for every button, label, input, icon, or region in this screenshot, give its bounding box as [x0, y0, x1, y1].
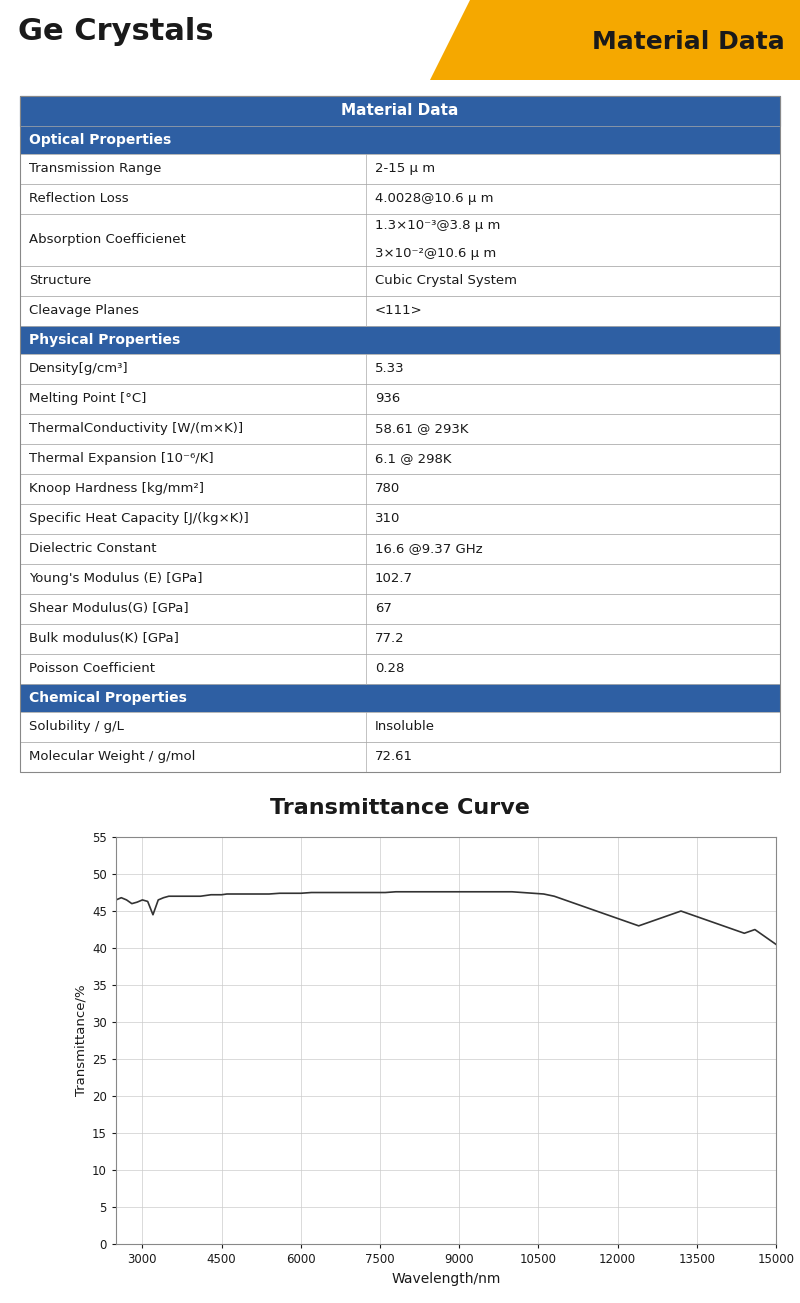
Text: 77.2: 77.2: [375, 632, 405, 645]
Bar: [20, 711, 780, 741]
Text: Poisson Coefficient: Poisson Coefficient: [29, 662, 155, 675]
Bar: [20, 384, 780, 414]
Text: Bulk modulus(K) [GPa]: Bulk modulus(K) [GPa]: [29, 632, 179, 645]
Bar: [20, 414, 780, 444]
Text: 5.33: 5.33: [375, 362, 405, 375]
Text: Optical Properties: Optical Properties: [29, 133, 171, 147]
Text: Knoop Hardness [kg/mm²]: Knoop Hardness [kg/mm²]: [29, 482, 204, 495]
Text: Density[g/cm³]: Density[g/cm³]: [29, 362, 129, 375]
Text: Ge Crystals: Ge Crystals: [18, 17, 214, 47]
Text: 936: 936: [375, 392, 400, 405]
Bar: [20, 184, 780, 214]
Text: Cubic Crystal System: Cubic Crystal System: [375, 275, 517, 288]
Text: Chemical Properties: Chemical Properties: [29, 691, 187, 705]
Bar: [20, 326, 780, 354]
Bar: [20, 126, 780, 154]
Text: Transmittance Curve: Transmittance Curve: [270, 797, 530, 818]
Text: 16.6 @9.37 GHz: 16.6 @9.37 GHz: [375, 542, 482, 555]
Text: Shear Modulus(G) [GPa]: Shear Modulus(G) [GPa]: [29, 602, 189, 615]
Text: 2-15 μ m: 2-15 μ m: [375, 163, 435, 176]
Text: Transmission Range: Transmission Range: [29, 163, 162, 176]
Text: 3×10⁻²@10.6 μ m: 3×10⁻²@10.6 μ m: [375, 248, 496, 261]
Y-axis label: Transmittance/%: Transmittance/%: [75, 985, 88, 1097]
Text: Structure: Structure: [29, 275, 91, 288]
Bar: [20, 266, 780, 296]
Text: <111>: <111>: [375, 305, 422, 318]
Bar: [20, 684, 780, 711]
Bar: [20, 474, 780, 504]
Text: Reflection Loss: Reflection Loss: [29, 193, 129, 206]
Bar: [20, 594, 780, 624]
Text: 58.61 @ 293K: 58.61 @ 293K: [375, 422, 469, 435]
Text: Absorption Coefficienet: Absorption Coefficienet: [29, 233, 186, 246]
Text: 67: 67: [375, 602, 392, 615]
Text: Molecular Weight / g/mol: Molecular Weight / g/mol: [29, 751, 195, 764]
X-axis label: Wavelength/nm: Wavelength/nm: [391, 1272, 501, 1286]
Bar: [20, 214, 780, 266]
Text: 310: 310: [375, 512, 400, 525]
Text: 4.0028@10.6 μ m: 4.0028@10.6 μ m: [375, 193, 494, 206]
Bar: [20, 534, 780, 564]
Bar: [20, 96, 780, 126]
Bar: [20, 504, 780, 534]
Bar: [20, 654, 780, 684]
Text: 72.61: 72.61: [375, 751, 413, 764]
Bar: [20, 354, 780, 384]
Bar: [20, 564, 780, 594]
Bar: [20, 624, 780, 654]
Text: 0.28: 0.28: [375, 662, 404, 675]
Polygon shape: [430, 0, 800, 79]
Text: Young's Modulus (E) [GPa]: Young's Modulus (E) [GPa]: [29, 572, 202, 585]
Text: 780: 780: [375, 482, 400, 495]
Text: Insoluble: Insoluble: [375, 721, 435, 734]
Bar: [20, 154, 780, 184]
Text: Solubility / g/L: Solubility / g/L: [29, 721, 124, 734]
Text: Dielectric Constant: Dielectric Constant: [29, 542, 157, 555]
Text: ThermalConductivity [W/(m×K)]: ThermalConductivity [W/(m×K)]: [29, 422, 243, 435]
Bar: [20, 444, 780, 474]
Text: 6.1 @ 298K: 6.1 @ 298K: [375, 452, 451, 465]
Text: Cleavage Planes: Cleavage Planes: [29, 305, 139, 318]
Text: Material Data: Material Data: [592, 30, 785, 53]
Bar: [20, 296, 780, 326]
Text: 1.3×10⁻³@3.8 μ m: 1.3×10⁻³@3.8 μ m: [375, 219, 500, 232]
Text: Specific Heat Capacity [J/(kg×K)]: Specific Heat Capacity [J/(kg×K)]: [29, 512, 249, 525]
Text: 102.7: 102.7: [375, 572, 413, 585]
Text: Material Data: Material Data: [342, 103, 458, 119]
Text: Melting Point [°C]: Melting Point [°C]: [29, 392, 146, 405]
Text: Physical Properties: Physical Properties: [29, 332, 180, 347]
Bar: [20, 741, 780, 771]
Text: Thermal Expansion [10⁻⁶/K]: Thermal Expansion [10⁻⁶/K]: [29, 452, 214, 465]
